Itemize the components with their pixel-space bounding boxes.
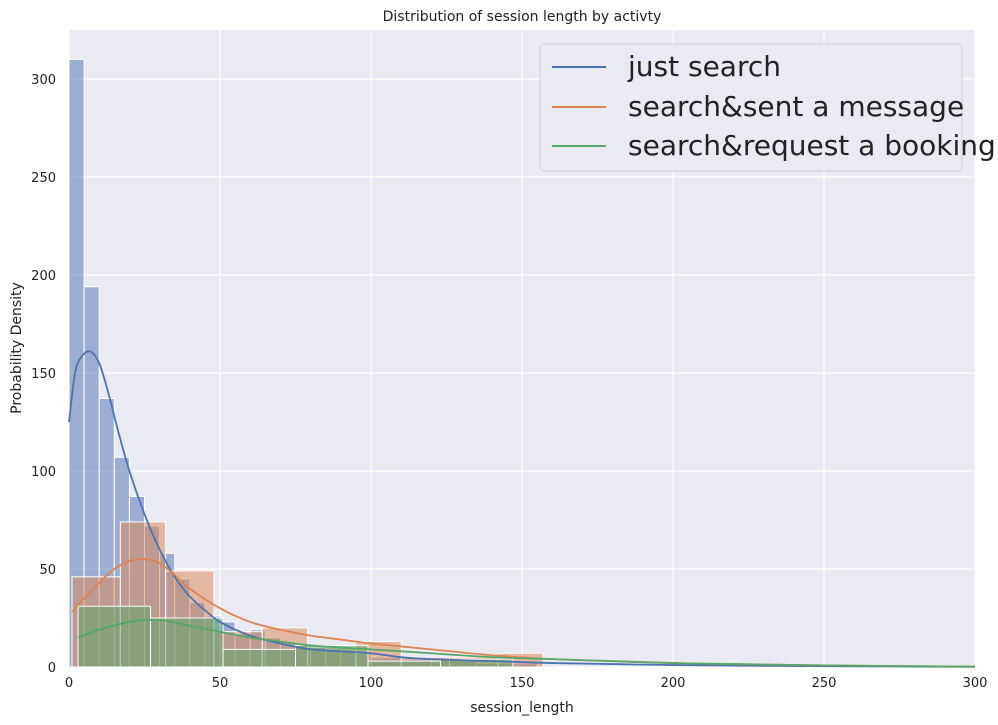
- chart-title: Distribution of session length by activt…: [383, 9, 662, 25]
- x-axis-label: session_length: [470, 700, 573, 716]
- histogram-bar-search-request-a-booking: [222, 648, 297, 668]
- x-tick-label: 0: [65, 676, 73, 691]
- kde-curves: [68, 350, 976, 668]
- x-tick-label: 250: [812, 676, 837, 691]
- x-tick-label: 150: [510, 676, 535, 691]
- x-tick-label: 50: [212, 676, 229, 691]
- y-tick-label: 50: [39, 563, 56, 578]
- histogram-bar-just-search: [68, 58, 85, 668]
- kde-line-just-search: [68, 350, 976, 668]
- y-tick-label: 200: [31, 269, 56, 284]
- x-tick-label: 300: [963, 676, 988, 691]
- legend-box: [539, 43, 963, 172]
- y-tick-labels: 0 50 100 150 200 250 300: [31, 73, 56, 676]
- x-tick-label: 200: [661, 676, 686, 691]
- legend-label-request-booking: search&request a booking: [628, 129, 996, 162]
- x-tick-labels: 0 50 100 150 200 250 300: [65, 676, 988, 691]
- y-tick-label: 250: [31, 171, 56, 186]
- legend: just search search&sent a message search…: [539, 43, 996, 172]
- y-axis-label: Probability Density: [9, 282, 25, 414]
- kde-line-search-request-a-booking: [77, 618, 976, 668]
- legend-label-just-search: just search: [627, 50, 781, 83]
- y-tick-label: 150: [31, 367, 56, 382]
- y-tick-label: 100: [31, 465, 56, 480]
- histogram-bar-search-request-a-booking: [295, 644, 369, 668]
- histogram-bar-search-request-a-booking: [439, 658, 514, 668]
- histogram-bar-search-request-a-booking: [77, 605, 152, 668]
- legend-label-sent-message: search&sent a message: [628, 90, 964, 123]
- histogram-bar-search-request-a-booking: [150, 617, 224, 668]
- y-tick-label: 300: [31, 73, 56, 88]
- histogram-bar-search-request-a-booking: [367, 660, 441, 668]
- y-tick-label: 0: [48, 661, 56, 676]
- x-tick-label: 100: [359, 676, 384, 691]
